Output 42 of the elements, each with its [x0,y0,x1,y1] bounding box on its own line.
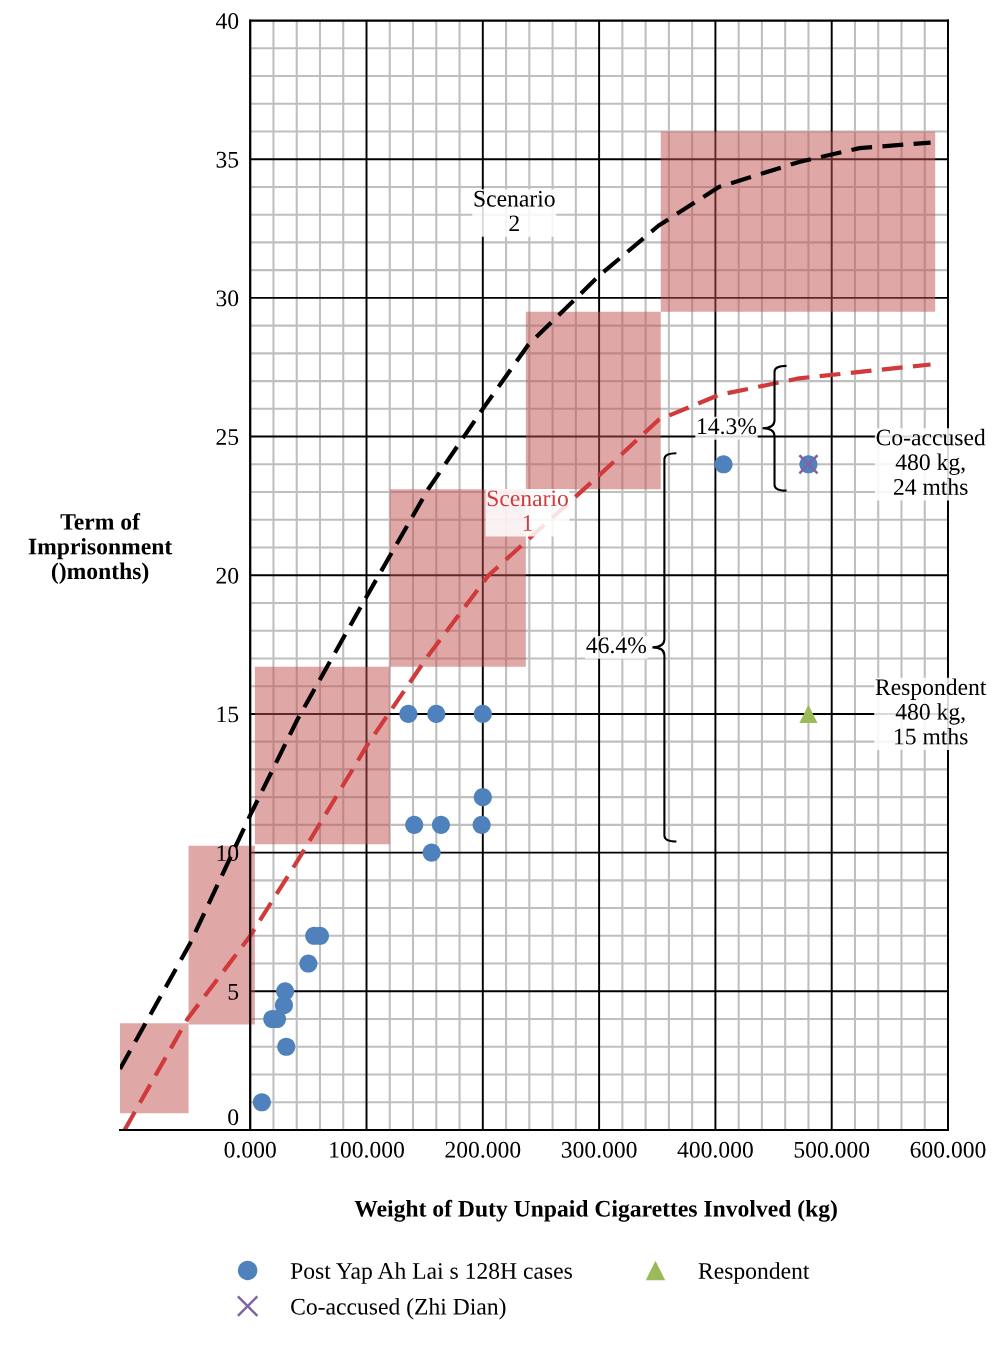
point [427,704,446,723]
series-label: Scenario 1 [487,490,568,531]
x-tick-label: 400.000 [677,1141,753,1158]
point [472,815,491,834]
annotation: Co-accused 480 kg, 24 mths [876,428,986,495]
y-tick-label: 40 [215,13,239,29]
text: Scenario 2 [474,190,555,232]
annotation: 46.4% [586,637,647,654]
x-tick-label: 300.000 [561,1141,637,1158]
y-tick-label: 0 [228,1109,239,1126]
point [473,704,492,723]
point [799,704,818,723]
point [405,815,424,834]
point [399,704,418,723]
x-axis-title: Weight of Duty Unpaid Cigarettes Involved (kg) [354,1199,837,1222]
point [277,1037,296,1056]
point [473,788,492,807]
annotation: 14.3% [698,418,757,435]
y-tick-label: 20 [216,567,239,584]
point [252,1093,271,1112]
y-tick-label: 30 [216,290,239,307]
annotation: Respondent 480 kg, 15 mths [875,678,987,745]
x-tick-label: 500.000 [794,1141,870,1158]
point [422,843,441,862]
point [299,954,318,973]
x-tick-label: 100.000 [330,1141,404,1158]
point [431,815,450,834]
legend-label: Co-accused (Zhi Dian) [291,1298,506,1320]
x-tick-label: 600.000 [910,1141,986,1158]
point [714,455,733,474]
y-tick-label: 25 [216,429,239,445]
bar [254,666,390,845]
bar [525,311,661,490]
legend-label: Respondent [698,1262,810,1284]
legend-label: Post Yap Ah Lai s 128H cases [290,1262,572,1284]
y-axis-title: Term of Imprisonment ()months) [28,512,173,585]
y-tick-label: 5 [228,984,239,1000]
point [276,982,295,1001]
y-tick-label: 35 [216,151,239,168]
x-tick-label: 0.000 [224,1141,276,1158]
x-tick-label: 200.000 [445,1141,521,1158]
y-tick-label: 15 [217,706,239,723]
